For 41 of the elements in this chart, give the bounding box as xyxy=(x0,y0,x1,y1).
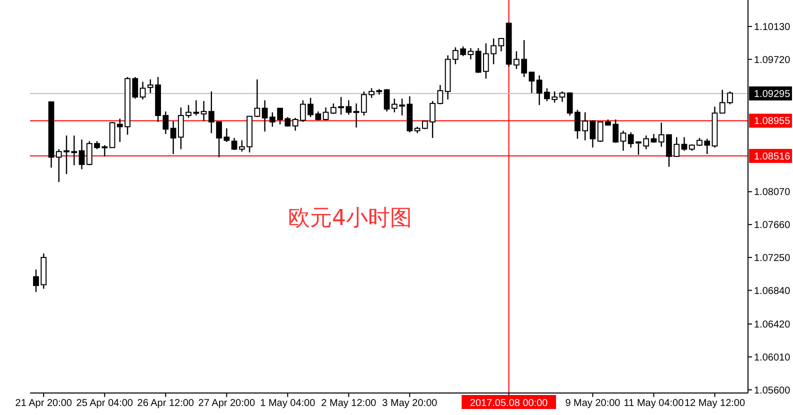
x-tick-label: 12 May 12:00 xyxy=(684,398,746,409)
ref-line-label: 1.08516 xyxy=(754,151,791,162)
candlestick xyxy=(468,48,474,60)
candlestick xyxy=(200,100,207,122)
annotation: 欧元4小时图 xyxy=(288,206,412,231)
x-tick-label: 3 May 20:00 xyxy=(382,398,438,409)
x-tick-label: 21 Apr 20:00 xyxy=(15,398,72,409)
ref-line-label: 1.08955 xyxy=(754,116,791,128)
x-tick-label: 2017.05.08 00:00 xyxy=(470,398,548,409)
x-tick-label: 2 May 12:00 xyxy=(321,398,377,409)
x-tick-label: 1 May 04:00 xyxy=(260,398,316,409)
candlestick xyxy=(262,100,268,132)
ref-line-label: 1.09295 xyxy=(754,88,791,100)
y-tick-label: 1.10130 xyxy=(754,22,791,33)
candlestick xyxy=(590,120,596,148)
candlestick xyxy=(292,117,298,132)
y-tick-label: 1.06840 xyxy=(754,286,791,297)
candlestick xyxy=(559,90,566,102)
candlestick xyxy=(528,72,535,94)
candlestick xyxy=(681,136,688,152)
candlestick xyxy=(437,84,444,105)
candlestick xyxy=(620,130,626,152)
candlestick xyxy=(78,138,85,170)
y-tick-label: 1.08070 xyxy=(754,187,791,198)
y-tick-label: 1.07660 xyxy=(754,220,791,232)
y-tick-label: 1.09720 xyxy=(754,54,791,66)
x-tick-label: 27 Apr 20:00 xyxy=(198,398,256,409)
candlestick xyxy=(231,137,238,151)
y-tick-label: 1.06010 xyxy=(754,352,791,364)
y-tick-label: 1.05600 xyxy=(754,385,791,396)
candlestick xyxy=(322,106,329,121)
y-tick-label: 1.06420 xyxy=(754,320,791,331)
x-tick-label: 11 May 04:00 xyxy=(624,398,684,409)
candlestick xyxy=(353,102,360,128)
candlestick xyxy=(170,120,176,155)
candlestick xyxy=(498,38,504,52)
x-tick-label: 9 May 20:00 xyxy=(565,398,621,409)
x-tick-label: 25 Apr 04:00 xyxy=(76,398,134,409)
candlestick xyxy=(140,81,146,100)
x-tick-label: 26 Apr 12:00 xyxy=(137,398,194,409)
y-tick-label: 1.07250 xyxy=(754,252,791,264)
